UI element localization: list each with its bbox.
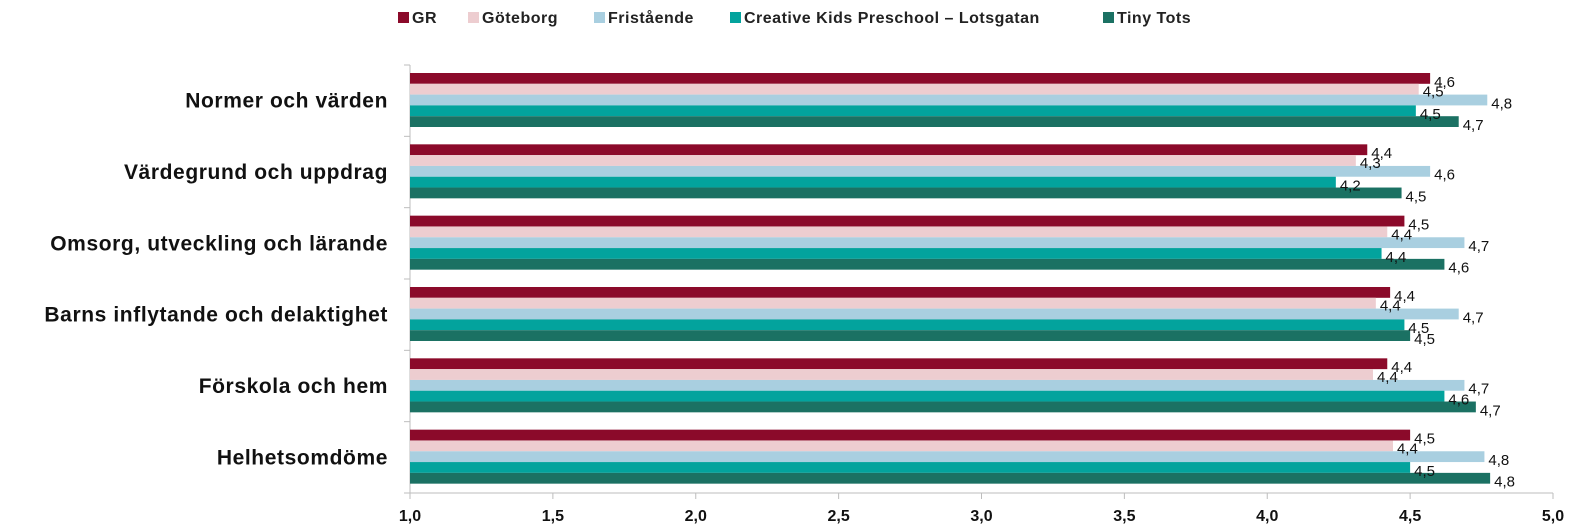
data-label: 4,7 [1463, 309, 1484, 326]
data-label: 4,5 [1423, 84, 1444, 101]
data-label: 4,7 [1480, 402, 1501, 419]
bar [410, 226, 1388, 238]
data-label: 4,4 [1391, 359, 1412, 376]
data-label: 4,2 [1340, 178, 1361, 195]
bar [410, 369, 1373, 380]
x-tick-label: 3,0 [970, 508, 992, 525]
data-label: 4,5 [1414, 430, 1435, 447]
data-label: 4,4 [1380, 298, 1401, 315]
legend-label: GR [412, 10, 437, 27]
bar [410, 451, 1485, 463]
bar [410, 155, 1356, 166]
bar [410, 319, 1405, 331]
data-label: 4,8 [1491, 95, 1512, 112]
bar [410, 287, 1391, 298]
bar [410, 105, 1416, 117]
category-label: Värdegrund och uppdrag [124, 161, 388, 184]
legend-swatch [594, 12, 605, 23]
data-label: 4,5 [1414, 331, 1435, 348]
data-label: 4,5 [1420, 106, 1441, 123]
legend-swatch [468, 12, 479, 23]
x-tick-label: 1,5 [542, 508, 564, 525]
data-label: 4,6 [1434, 167, 1455, 184]
bars [410, 73, 1491, 484]
data-label: 4,5 [1414, 463, 1435, 480]
x-tick-label: 2,5 [828, 508, 850, 525]
category-label: Omsorg, utveckling och lärande [50, 232, 388, 255]
category-label: Förskola och hem [199, 375, 388, 398]
bar [410, 237, 1465, 249]
data-label: 4,8 [1488, 452, 1509, 469]
bar [410, 358, 1388, 370]
data-label: 4,4 [1386, 249, 1407, 266]
x-tick-label: 2,0 [685, 508, 707, 525]
bar [410, 248, 1382, 259]
legend-swatch [398, 12, 409, 23]
bar [410, 187, 1402, 199]
bar [410, 462, 1411, 473]
category-axis: Normer och värden Värdegrund och uppdrag O… [44, 90, 388, 470]
data-labels: 4,64,54,84,54,74,44,34,64,24,54,54,44,74… [1340, 74, 1515, 491]
data-label: 4,5 [1408, 216, 1429, 233]
data-label: 4,6 [1448, 392, 1469, 409]
x-tick-label: 1,0 [399, 508, 421, 525]
bar [410, 94, 1488, 106]
legend: GR Göteborg Fristående Creative Kids Presch… [398, 9, 1191, 27]
data-label: 4,7 [1468, 238, 1489, 255]
legend-label: Göteborg [482, 10, 558, 27]
x-tick-label: 3,5 [1113, 508, 1135, 525]
data-label: 4,5 [1408, 320, 1429, 337]
bar [410, 379, 1465, 391]
bar [410, 429, 1411, 441]
category-label: Helhetsomdöme [217, 446, 388, 469]
x-tick-label: 5,0 [1542, 508, 1564, 525]
bar [410, 165, 1431, 177]
data-label: 4,6 [1434, 74, 1455, 91]
bar [410, 297, 1376, 309]
data-label: 4,3 [1360, 155, 1381, 172]
data-label: 4,7 [1468, 381, 1489, 398]
legend-swatch [1103, 12, 1114, 23]
bar [410, 215, 1405, 227]
legend-swatch [730, 12, 741, 23]
legend-label: Creative Kids Preschool – Lotsgatan [744, 10, 1040, 27]
bar [410, 472, 1491, 484]
legend-label: Tiny Tots [1117, 10, 1191, 27]
value-axis: 1,0 1,5 2,0 2,5 3,0 3,5 4,0 4,5 5,0 [399, 64, 1564, 525]
bar [410, 258, 1445, 270]
bar [410, 330, 1411, 341]
bar [410, 390, 1445, 402]
data-label: 4,4 [1391, 226, 1412, 243]
legend-label: Fristående [608, 9, 694, 27]
category-label: Normer och värden [185, 90, 388, 113]
data-label: 4,4 [1377, 369, 1398, 386]
bar [410, 73, 1431, 84]
data-label: 4,6 [1448, 260, 1469, 277]
bar [410, 83, 1419, 95]
x-tick-label: 4,0 [1256, 508, 1278, 525]
bar [410, 440, 1393, 452]
bar [410, 116, 1459, 127]
data-label: 4,8 [1494, 474, 1515, 491]
data-label: 4,4 [1371, 145, 1392, 162]
bar [410, 401, 1476, 413]
data-label: 4,4 [1394, 288, 1415, 305]
x-tick-label: 4,5 [1399, 508, 1421, 525]
data-label: 4,5 [1406, 188, 1427, 205]
data-label: 4,4 [1397, 440, 1418, 457]
bar [410, 308, 1459, 320]
data-label: 4,7 [1463, 117, 1484, 134]
bar [410, 176, 1336, 188]
category-label: Barns inflytande och delaktighet [44, 304, 388, 327]
bar [410, 144, 1368, 156]
